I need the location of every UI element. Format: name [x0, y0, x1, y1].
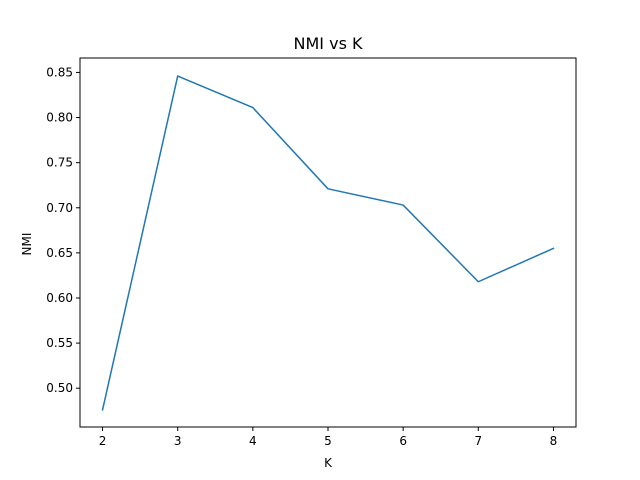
x-tick-label-5: 7 — [474, 434, 482, 448]
plot-frame — [79, 57, 577, 428]
y-tick-label-5: 0.75 — [46, 156, 73, 170]
y-axis-label: NMI — [20, 233, 34, 256]
x-tick-label-4: 6 — [399, 434, 407, 448]
y-tick-label-6: 0.80 — [46, 111, 73, 125]
x-tick-label-2: 4 — [249, 434, 257, 448]
y-tick-label-1: 0.55 — [46, 336, 73, 350]
x-tick-label-6: 8 — [550, 434, 558, 448]
chart-title: NMI vs K — [294, 34, 363, 53]
y-tick-label-3: 0.65 — [46, 246, 73, 260]
plot-area: 2 3 4 5 6 7 8 0.50 0.55 0.60 0.65 0.70 0.75 0.80 0.85 — [46, 57, 577, 448]
x-axis-label: K — [324, 456, 333, 470]
y-tick-label-4: 0.70 — [46, 201, 73, 215]
x-tick-label-3: 5 — [324, 434, 332, 448]
y-tick-label-0: 0.50 — [46, 381, 73, 395]
series-line-0 — [101, 75, 555, 411]
x-tick-label-0: 2 — [99, 434, 107, 448]
x-tick-label-1: 3 — [174, 434, 182, 448]
y-tick-label-7: 0.85 — [46, 65, 73, 79]
y-tick-label-2: 0.60 — [46, 291, 73, 305]
